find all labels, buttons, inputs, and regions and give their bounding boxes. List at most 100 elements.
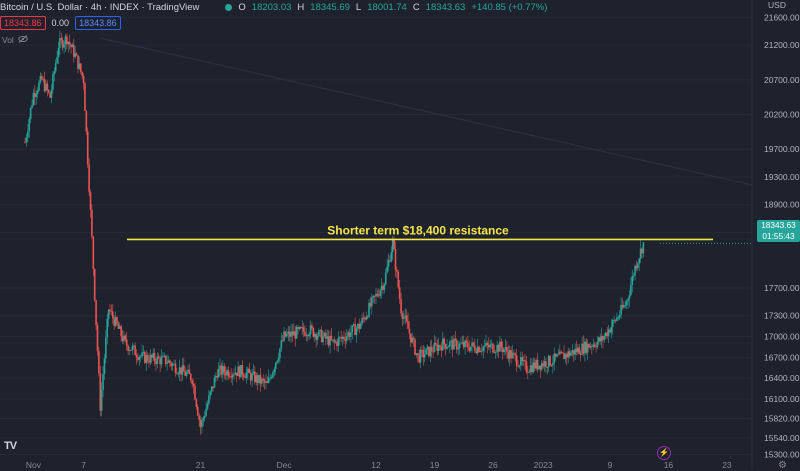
candle-body [461,342,464,344]
candle-body [73,44,75,57]
candle-body [442,338,444,351]
candle-body [543,361,546,367]
trend-line [99,37,753,186]
candle-body [220,365,223,375]
candle-body [210,386,213,392]
candle-body [362,317,365,319]
x-tick-label: 21 [196,460,206,470]
candle-body [550,365,553,366]
candle-body [155,361,157,365]
candle-body [426,346,429,349]
candle-body [280,340,283,349]
candle-body [411,337,414,343]
candle-body [50,89,53,98]
candle-body [59,38,61,48]
candle-body [105,337,107,359]
candle-body [465,340,468,343]
candle-body [308,334,310,337]
candle-body [312,327,315,337]
candle-body [135,355,138,358]
candle-body [153,353,156,362]
currency-label[interactable]: USD [768,0,786,10]
volume-indicator-label[interactable]: Vol [2,35,14,45]
candle-body [96,325,99,352]
candle-body [447,346,450,348]
candle-body [124,335,127,340]
x-tick-label: 2023 [534,460,553,470]
candle-body [311,325,313,328]
gear-icon[interactable]: ⚙ [778,460,787,471]
candle-body [276,360,278,363]
candle-body [586,343,589,353]
candle-body [404,315,407,318]
candle-body [528,371,530,373]
candle-body [341,336,344,339]
symbol-title[interactable]: Bitcoin / U.S. Dollar · 4h · INDEX · Tra… [0,1,200,13]
candle-body [639,248,642,259]
candle-body [387,260,390,267]
candle-body [32,92,35,106]
change-value: +140.85 (+0.77%) [471,1,548,13]
eye-hidden-icon[interactable] [18,35,28,45]
candle-body [145,355,148,363]
candle-body [27,131,29,138]
candle-body [365,316,368,320]
candle-body [49,92,51,98]
candle-body [347,332,349,337]
candle-body [568,351,571,356]
y-tick-label: 16700.00 [764,352,800,362]
candle-body [45,83,47,91]
candle-body [529,365,532,372]
candle-body [482,346,485,351]
y-tick-label: 21200.00 [764,40,800,50]
candle-body [575,348,578,353]
candle-body [100,389,103,411]
candle-body [235,372,238,376]
candle-body [174,363,177,373]
candle-body [329,335,331,346]
candle-body [230,376,232,378]
candle-body [631,276,634,286]
candle-body [397,271,400,288]
candle-body [602,336,604,340]
candle-body [467,342,469,348]
candle-body [114,317,117,326]
symbol-legend: Bitcoin / U.S. Dollar · 4h · INDEX · Tra… [0,0,547,14]
candle-body [524,360,526,362]
lightning-icon[interactable]: ⚡ [657,446,671,460]
candle-body [623,305,625,308]
candle-body [173,363,175,365]
candle-body [185,372,188,376]
candle-body [112,311,114,319]
open-label: O [238,1,246,13]
candle-body [326,336,329,339]
candle-body [567,351,569,358]
candle-body [238,366,241,378]
candle-body [43,79,46,91]
candle-body [234,372,237,375]
candle-body [89,192,92,210]
candle-body [24,142,26,144]
candle-body [171,363,174,367]
candle-body [226,370,228,376]
candle-body [433,342,436,352]
sell-price-button[interactable]: 18343.86 [0,16,46,30]
candle-body [415,353,418,355]
candle-body [375,293,377,297]
candle-body [425,348,427,355]
candle-body [120,326,122,337]
candle-body [162,355,164,357]
candle-body [181,365,184,375]
candle-body [184,371,187,376]
candle-body [130,350,132,351]
candle-body [508,350,511,359]
candle-body [517,365,519,367]
candle-body [215,375,217,378]
candle-body [637,263,639,269]
y-tick-label: 16400.00 [764,373,800,383]
candle-body [634,265,636,276]
buy-price-button[interactable]: 18343.86 [75,16,121,30]
candle-body [156,356,159,365]
